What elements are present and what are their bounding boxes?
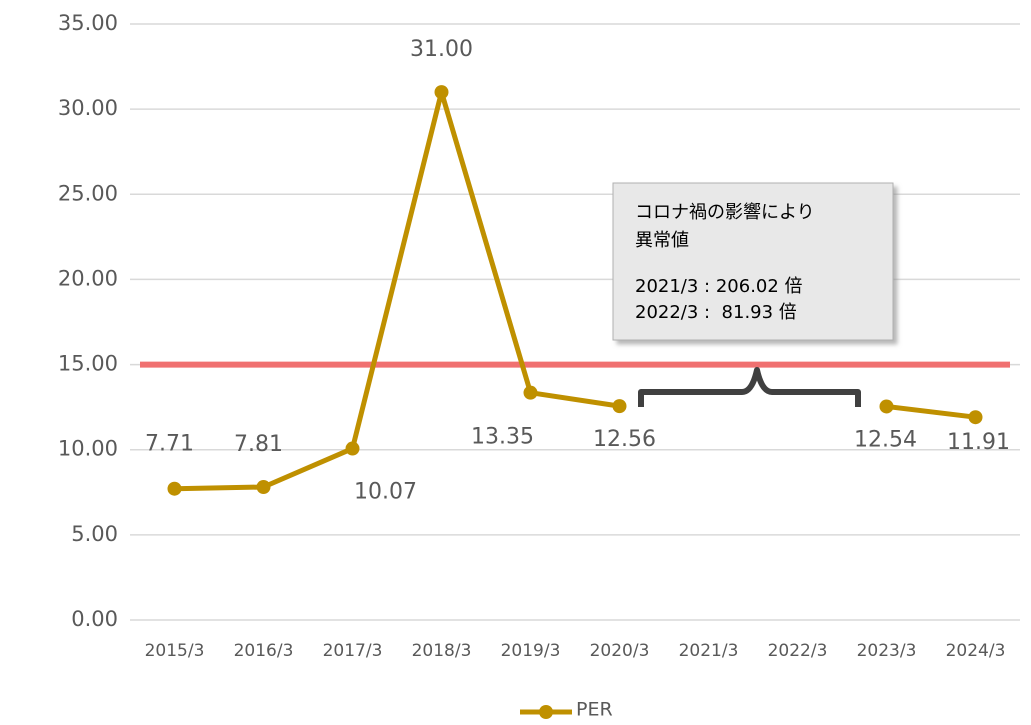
x-tick-label: 2021/3 — [679, 641, 739, 661]
x-tick-label: 2019/3 — [501, 641, 561, 661]
x-tick-label: 2018/3 — [412, 641, 472, 661]
y-tick-label: 10.00 — [58, 437, 118, 461]
x-tick-label: 2016/3 — [234, 641, 294, 661]
data-point — [167, 481, 182, 496]
data-point — [345, 441, 360, 456]
data-label: 31.00 — [410, 37, 473, 62]
x-tick-label: 2015/3 — [145, 641, 205, 661]
x-tick-label: 2020/3 — [590, 641, 650, 661]
legend-label: PER — [576, 699, 613, 721]
y-tick-label: 5.00 — [71, 522, 118, 546]
y-tick-label: 20.00 — [58, 266, 118, 290]
data-label: 13.35 — [471, 425, 534, 450]
legend-marker — [539, 705, 553, 719]
data-point — [434, 85, 449, 100]
y-tick-label: 35.00 — [58, 11, 118, 35]
annotation-text: 異常値 — [635, 230, 689, 251]
data-label: 11.91 — [947, 430, 1010, 455]
data-point — [879, 399, 894, 414]
series-line — [174, 89, 976, 492]
annotation-text: 2021/3 : 206.02 倍 — [635, 276, 803, 297]
data-label: 12.54 — [854, 427, 917, 452]
data-point — [968, 410, 983, 425]
y-tick-label: 15.00 — [58, 352, 118, 376]
x-tick-label: 2023/3 — [857, 641, 917, 661]
annotation-text: コロナ禍の影響により — [635, 202, 815, 223]
plot — [167, 85, 983, 496]
data-label: 12.56 — [593, 427, 656, 452]
brace — [638, 367, 861, 407]
annotation-text: 2022/3 : 81.93 倍 — [635, 302, 797, 323]
y-tick-label: 30.00 — [58, 96, 118, 120]
data-label: 7.71 — [145, 432, 194, 457]
x-tick-label: 2017/3 — [323, 641, 383, 661]
data-label: 10.07 — [354, 480, 417, 505]
x-tick-label: 2022/3 — [768, 641, 828, 661]
data-point — [612, 399, 627, 414]
x-tick-label: 2024/3 — [946, 641, 1006, 661]
data-point — [256, 480, 271, 495]
data-label: 7.81 — [234, 432, 283, 457]
y-tick-label: 0.00 — [71, 607, 118, 631]
annotation-box — [612, 182, 894, 341]
y-tick-label: 25.00 — [58, 181, 118, 205]
data-point — [523, 385, 538, 400]
